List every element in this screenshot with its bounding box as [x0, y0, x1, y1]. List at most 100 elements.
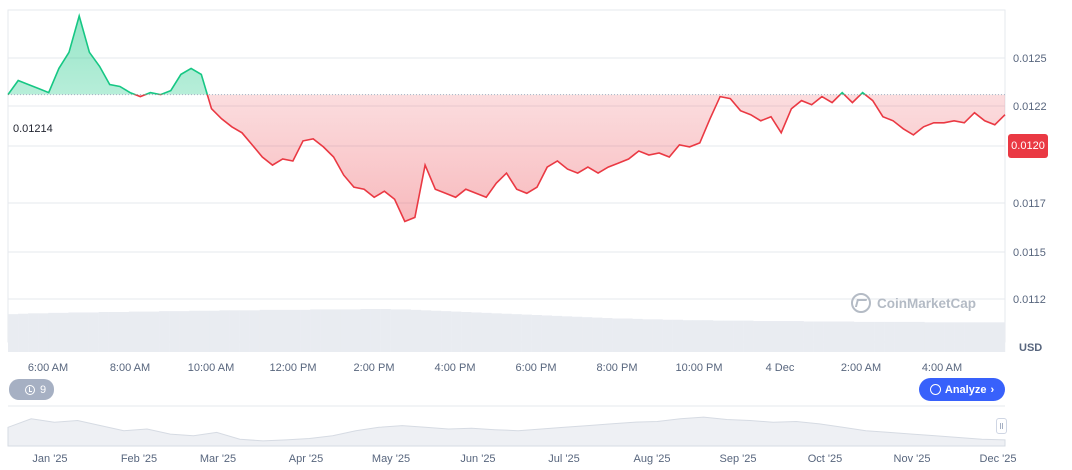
x-tick-label: 4:00 PM [435, 362, 476, 374]
volume-bar [400, 309, 412, 352]
price-area [8, 16, 1005, 222]
volume-bar [48, 312, 59, 352]
volume-bar [743, 320, 754, 352]
x-tick-label: 10:00 AM [188, 362, 234, 374]
x-tick-label: 6:00 PM [516, 362, 557, 374]
navigator-tick-label: Feb '25 [121, 453, 157, 465]
volume-bar [561, 316, 573, 352]
navigator-tick-label: Dec '25 [980, 453, 1017, 465]
volume-bars [8, 309, 1006, 352]
analyze-label: Analyze [944, 383, 987, 396]
volume-bar [340, 309, 351, 352]
volume-bar [511, 314, 522, 352]
volume-bar [793, 321, 804, 352]
volume-bar [632, 318, 643, 352]
volume-bar [823, 321, 834, 352]
volume-bar [994, 322, 1006, 352]
volume-bar [199, 310, 210, 352]
y-tick-label: 0.0122 [1013, 101, 1047, 113]
volume-bar [169, 311, 180, 352]
volume-bar [733, 320, 744, 352]
volume-bar [269, 309, 281, 352]
volume-bar [692, 320, 704, 352]
volume-bar [249, 310, 260, 352]
watermark-text: CoinMarketCap [877, 295, 977, 311]
y-tick-label: 0.0115 [1013, 247, 1046, 259]
volume-bar [350, 309, 361, 352]
volume-bar [360, 309, 371, 352]
volume-bar [18, 313, 29, 352]
volume-bar [934, 322, 945, 352]
watermark: CoinMarketCap [851, 291, 976, 315]
volume-bar [582, 317, 593, 352]
volume-bar [944, 322, 955, 352]
volume-bar [370, 309, 381, 352]
volume-bar [58, 312, 69, 352]
volume-bar [118, 312, 130, 352]
price-line-down [7, 94, 1006, 223]
volume-bar [904, 321, 915, 352]
chevron-right-icon: › [990, 383, 995, 396]
volume-bar [300, 309, 311, 352]
volume-bar [128, 311, 140, 352]
volume-bar [682, 320, 694, 352]
area-up [8, 16, 866, 95]
volume-bar [501, 313, 512, 352]
volume-bar [430, 310, 442, 352]
navigator-drag-handle[interactable] [996, 418, 1007, 434]
volume-bar [98, 312, 109, 352]
volume-bar [8, 314, 19, 352]
volume-bar [853, 321, 865, 352]
currency-label: USD [1019, 342, 1043, 354]
volume-bar [330, 309, 341, 352]
volume-bar [491, 313, 502, 352]
volume-bar [954, 322, 965, 352]
navigator-tick-label: Oct '25 [808, 453, 843, 465]
volume-bar [148, 311, 160, 352]
volume-bar [209, 310, 220, 352]
history-clock-icon [25, 384, 35, 395]
volume-bar [914, 321, 925, 352]
navigator-ticks: Jan '25 Feb '25 Mar '25 Apr '25 May '25 Jun '… [32, 453, 1016, 465]
navigator-tick-label: Nov '25 [894, 453, 931, 465]
analyze-button[interactable]: Analyze › [919, 378, 1005, 401]
navigator[interactable] [7, 405, 1006, 447]
volume-bar [68, 312, 79, 352]
x-tick-label: 12:00 PM [269, 362, 316, 374]
volume-bar [974, 322, 986, 352]
volume-bar [712, 320, 724, 352]
volume-bar [864, 321, 875, 352]
navigator-tick-label: Apr '25 [289, 453, 324, 465]
volume-bar [471, 312, 482, 352]
volume-bar [38, 313, 49, 352]
volume-bar [551, 315, 563, 352]
volume-bar [884, 321, 895, 352]
volume-bar [874, 321, 885, 352]
volume-bar [652, 319, 663, 352]
navigator-tick-label: Jun '25 [460, 453, 495, 465]
volume-bar [481, 312, 492, 352]
volume-bar [219, 310, 230, 352]
volume-bar [451, 311, 462, 352]
volume-bar [320, 309, 331, 352]
volume-bar [259, 309, 271, 352]
volume-bar [310, 309, 321, 352]
volume-bar [753, 321, 764, 352]
volume-bar [521, 314, 532, 352]
volume-bar [108, 312, 119, 352]
x-tick-label: 10:00 PM [675, 362, 722, 374]
volume-bar [602, 318, 613, 352]
volume-bar [88, 312, 99, 352]
volume-bar [179, 311, 190, 352]
volume-bar [189, 310, 200, 352]
history-button[interactable]: 9 [9, 379, 55, 400]
volume-bar [984, 322, 996, 352]
volume-bar [461, 312, 472, 352]
navigator-tick-label: Jan '25 [32, 453, 67, 465]
navigator-area [7, 416, 1006, 447]
price-line [7, 13, 1006, 223]
volume-bar [813, 321, 824, 352]
volume-bar [390, 309, 401, 352]
